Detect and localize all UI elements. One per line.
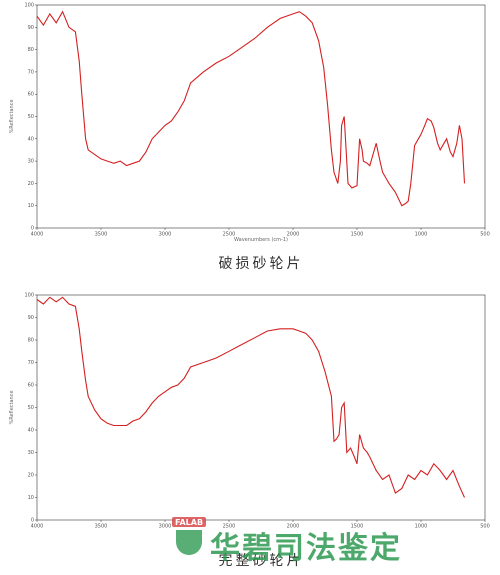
y-tick-label: 60 — [28, 92, 34, 98]
x-tick-label: 3000 — [159, 232, 172, 238]
x-tick-label: 3000 — [159, 524, 172, 530]
watermark-text: 华碧司法鉴定 — [210, 531, 402, 566]
x-tick-label: 3500 — [95, 524, 108, 530]
x-tick-label: 500 — [480, 524, 490, 530]
plot-frame — [36, 4, 486, 229]
y-tick-label: 30 — [28, 450, 34, 456]
y-tick-label: 40 — [28, 428, 34, 434]
y-tick-label: 80 — [28, 338, 34, 344]
x-tick-label: 1000 — [415, 232, 428, 238]
y-tick-label: 20 — [28, 181, 34, 187]
x-tick-label: 2000 — [287, 232, 300, 238]
x-tick-label: 3500 — [95, 232, 108, 238]
x-tick-label: 1500 — [351, 232, 364, 238]
watermark: FALAB 华碧司法鉴定 — [172, 517, 402, 566]
y-tick-label: 100 — [24, 3, 34, 9]
y-tick-label: 0 — [31, 226, 34, 232]
y-tick-label: 90 — [28, 25, 34, 31]
x-tick-label: 1500 — [351, 524, 364, 530]
spectrum-line — [36, 296, 466, 498]
x-tick-label: 1000 — [415, 524, 428, 530]
y-axis-label: %Reflectance — [9, 390, 15, 424]
y-tick-label: 60 — [28, 383, 34, 389]
y-tick-label: 70 — [28, 360, 34, 366]
x-tick-label: 2000 — [287, 524, 300, 530]
y-tick-label: 50 — [28, 405, 34, 411]
y-tick-label: 10 — [28, 203, 34, 209]
y-tick-label: 10 — [28, 495, 34, 501]
watermark-logo: FALAB — [175, 518, 203, 527]
chart-caption: 完整砂轮片 — [219, 553, 304, 569]
chart-caption: 破损砂轮片 — [219, 256, 304, 272]
y-tick-label: 40 — [28, 136, 34, 142]
x-tick-label: 500 — [480, 232, 490, 238]
y-tick-label: 90 — [28, 315, 34, 321]
watermark-logo-box — [172, 517, 206, 527]
plot-frame — [36, 294, 486, 521]
x-tick-label: 4000 — [31, 232, 44, 238]
y-tick-label: 100 — [24, 293, 34, 299]
x-axis-label: Wavenumbers (cm-1) — [234, 237, 288, 243]
y-tick-label: 20 — [28, 473, 34, 479]
spectrum-line — [36, 10, 466, 207]
watermark-shield — [176, 530, 202, 555]
y-tick-label: 70 — [28, 69, 34, 75]
y-tick-label: 0 — [31, 518, 34, 524]
x-tick-label: 2500 — [223, 232, 236, 238]
y-tick-label: 80 — [28, 47, 34, 53]
x-tick-label: 2500 — [223, 524, 236, 530]
x-tick-label: 4000 — [31, 524, 44, 530]
y-tick-label: 30 — [28, 159, 34, 165]
y-axis-label: %Reflectance — [9, 99, 15, 133]
y-tick-label: 50 — [28, 114, 34, 120]
